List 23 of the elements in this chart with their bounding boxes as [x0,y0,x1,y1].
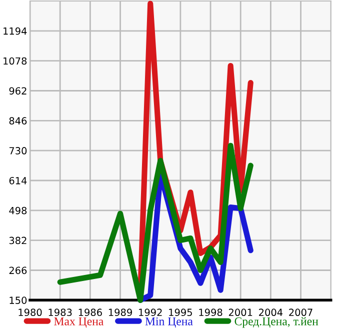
x-tick-label: 1998 [199,308,222,316]
x-tick-label: 2004 [259,308,283,316]
y-tick-label: 962 [9,87,26,95]
legend-label: Min Цена [145,317,193,328]
x-tick-label: 1995 [169,308,192,316]
x-tick-label: 1986 [78,308,102,316]
legend-label: Сред.Цена, т.йен [234,317,318,328]
y-tick-label: 498 [9,206,27,214]
y-tick-label: 1078 [4,57,27,65]
legend-label: Max Цена [54,317,104,328]
y-tick-label: 382 [9,236,26,244]
y-tick-label: 614 [9,176,27,184]
y-tick-label: 150 [10,296,27,304]
x-tick-label: 1983 [48,308,72,316]
x-tick-label: 1992 [139,308,162,316]
x-tick-label: 2001 [228,308,252,316]
y-tick-label: 266 [9,266,27,274]
y-tick-label: 730 [9,147,27,154]
y-tick-label: 1194 [4,27,27,35]
x-tick-label: 2007 [289,308,312,316]
y-tick-label: 846 [9,117,27,124]
x-tick-label: 1989 [108,308,132,316]
x-tick-label: 1980 [18,308,42,316]
